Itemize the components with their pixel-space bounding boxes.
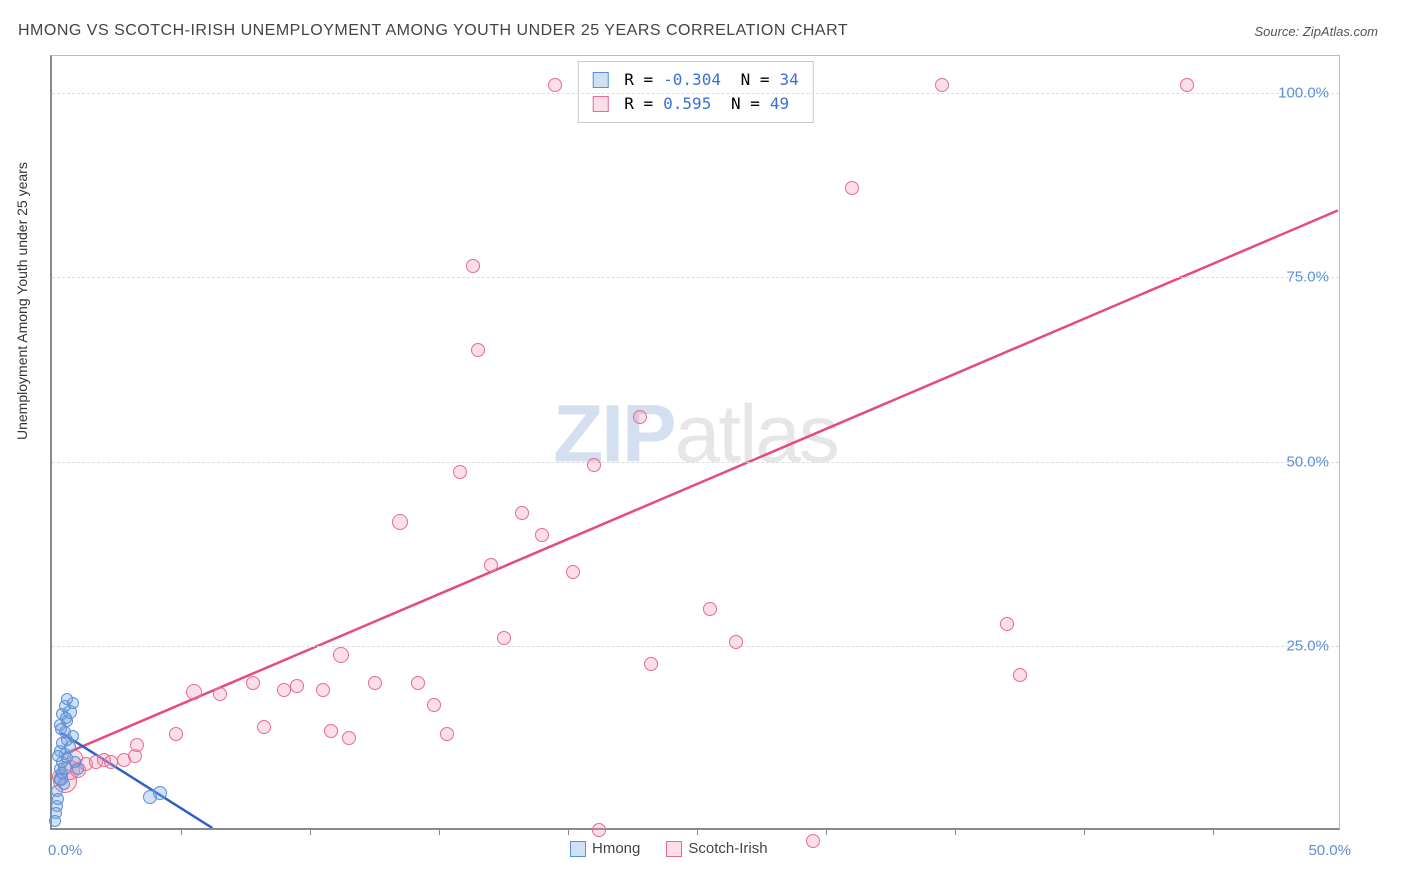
x-tick bbox=[181, 828, 182, 835]
scatter-point-series2 bbox=[592, 823, 606, 837]
scatter-point-series2 bbox=[213, 687, 227, 701]
swatch-series2-bottom bbox=[666, 841, 682, 857]
scatter-point-series2 bbox=[392, 514, 408, 530]
scatter-point-series1 bbox=[58, 778, 70, 790]
gridline bbox=[52, 462, 1339, 463]
scatter-point-series2 bbox=[548, 78, 562, 92]
scatter-point-series2 bbox=[566, 565, 580, 579]
scatter-point-series2 bbox=[703, 602, 717, 616]
scatter-point-series2 bbox=[277, 683, 291, 697]
scatter-point-series2 bbox=[333, 647, 349, 663]
scatter-point-series1 bbox=[52, 793, 64, 805]
scatter-point-series1 bbox=[52, 750, 64, 762]
scatter-point-series2 bbox=[453, 465, 467, 479]
n-value-series1: 34 bbox=[779, 68, 798, 92]
scatter-point-series2 bbox=[806, 834, 820, 848]
scatter-point-series1 bbox=[61, 693, 73, 705]
scatter-point-series2 bbox=[440, 727, 454, 741]
watermark-heavy: ZIP bbox=[553, 388, 675, 479]
scatter-point-series2 bbox=[104, 755, 118, 769]
x-tick bbox=[568, 828, 569, 835]
y-tick-label: 100.0% bbox=[1278, 84, 1329, 101]
series2-label: Scotch-Irish bbox=[688, 840, 767, 857]
gridline bbox=[52, 646, 1339, 647]
scatter-point-series2 bbox=[535, 528, 549, 542]
scatter-point-series1 bbox=[49, 815, 61, 827]
scatter-point-series2 bbox=[1180, 78, 1194, 92]
y-tick-label: 25.0% bbox=[1286, 638, 1329, 655]
scatter-point-series2 bbox=[324, 724, 338, 738]
x-tick bbox=[697, 828, 698, 835]
scatter-point-series2 bbox=[845, 181, 859, 195]
scatter-point-series2 bbox=[342, 731, 356, 745]
r-label: R = bbox=[624, 92, 653, 116]
legend-row-series2: R = 0.595 N = 49 bbox=[592, 92, 799, 116]
series-legend: Hmong Scotch-Irish bbox=[570, 840, 768, 857]
x-tick bbox=[826, 828, 827, 835]
y-axis-label: Unemployment Among Youth under 25 years bbox=[14, 162, 30, 440]
scatter-point-series2 bbox=[246, 676, 260, 690]
scatter-point-series2 bbox=[1013, 668, 1027, 682]
scatter-point-series2 bbox=[466, 259, 480, 273]
scatter-point-series2 bbox=[257, 720, 271, 734]
trend-lines bbox=[52, 56, 1339, 828]
swatch-series1-bottom bbox=[570, 841, 586, 857]
gridline bbox=[52, 277, 1339, 278]
r-value-series2: 0.595 bbox=[663, 92, 711, 116]
scatter-point-series1 bbox=[55, 723, 67, 735]
scatter-point-series2 bbox=[427, 698, 441, 712]
x-tick bbox=[310, 828, 311, 835]
scatter-point-series2 bbox=[130, 738, 144, 752]
scatter-point-series2 bbox=[515, 506, 529, 520]
scatter-point-series2 bbox=[368, 676, 382, 690]
scatter-point-series2 bbox=[633, 410, 647, 424]
series1-label: Hmong bbox=[592, 840, 640, 857]
scatter-point-series2 bbox=[169, 727, 183, 741]
scatter-point-series2 bbox=[484, 558, 498, 572]
scatter-point-series2 bbox=[411, 676, 425, 690]
scatter-point-series1 bbox=[60, 712, 72, 724]
watermark-light: atlas bbox=[675, 388, 838, 479]
y-tick-label: 50.0% bbox=[1286, 453, 1329, 470]
source-attribution: Source: ZipAtlas.com bbox=[1254, 24, 1378, 39]
legend-item-series1: Hmong bbox=[570, 840, 640, 857]
x-axis-max-label: 50.0% bbox=[1308, 842, 1351, 859]
scatter-point-series2 bbox=[290, 679, 304, 693]
x-tick bbox=[955, 828, 956, 835]
y-tick-label: 75.0% bbox=[1286, 269, 1329, 286]
n-value-series2: 49 bbox=[770, 92, 789, 116]
scatter-point-series2 bbox=[935, 78, 949, 92]
scatter-point-series2 bbox=[497, 631, 511, 645]
r-label: R = bbox=[624, 68, 653, 92]
x-axis-min-label: 0.0% bbox=[48, 842, 82, 859]
scatter-point-series2 bbox=[471, 343, 485, 357]
scatter-point-series1 bbox=[153, 786, 167, 800]
scatter-point-series2 bbox=[729, 635, 743, 649]
x-tick bbox=[1084, 828, 1085, 835]
n-label: N = bbox=[731, 68, 770, 92]
scatter-point-series1 bbox=[67, 730, 79, 742]
scatter-point-series2 bbox=[316, 683, 330, 697]
legend-item-series2: Scotch-Irish bbox=[666, 840, 767, 857]
legend-row-series1: R = -0.304 N = 34 bbox=[592, 68, 799, 92]
scatter-point-series2 bbox=[1000, 617, 1014, 631]
n-label: N = bbox=[721, 92, 760, 116]
scatter-point-series2 bbox=[587, 458, 601, 472]
r-value-series1: -0.304 bbox=[663, 68, 721, 92]
swatch-series2 bbox=[592, 96, 608, 112]
swatch-series1 bbox=[592, 72, 608, 88]
x-tick bbox=[439, 828, 440, 835]
scatter-point-series1 bbox=[69, 756, 81, 768]
plot-area: ZIPatlas R = -0.304 N = 34 R = 0.595 N =… bbox=[50, 55, 1340, 830]
gridline bbox=[52, 93, 1339, 94]
scatter-point-series2 bbox=[186, 684, 202, 700]
scatter-point-series2 bbox=[644, 657, 658, 671]
x-tick bbox=[1213, 828, 1214, 835]
chart-title: HMONG VS SCOTCH-IRISH UNEMPLOYMENT AMONG… bbox=[18, 22, 848, 40]
